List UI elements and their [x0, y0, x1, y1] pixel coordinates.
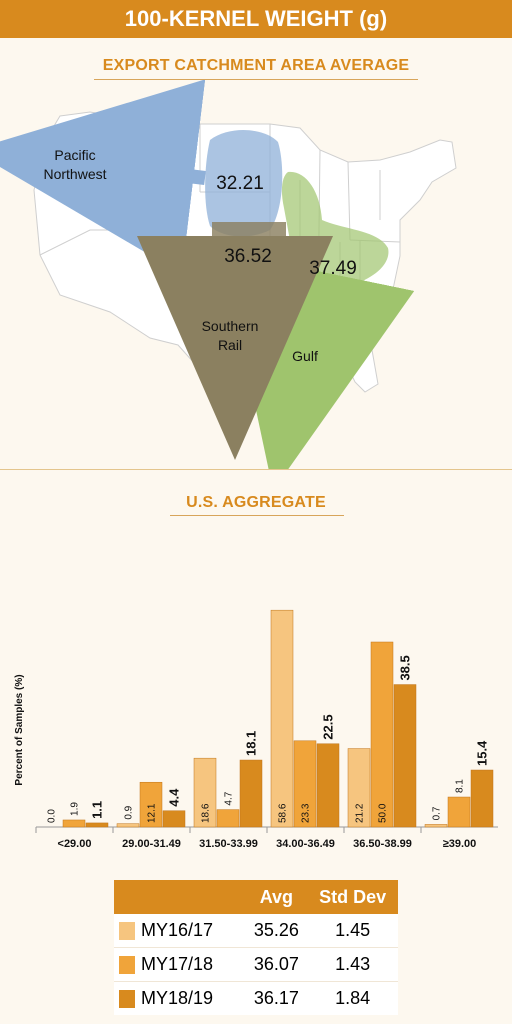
- pnw-label-line1: Pacific: [54, 147, 95, 163]
- data-label: 1.9: [70, 802, 81, 816]
- table-row: MY18/19 36.17 1.84: [114, 981, 398, 1015]
- data-label: 22.5: [321, 714, 336, 739]
- bar-my18-19: [316, 743, 340, 828]
- series-label: MY16/17: [141, 920, 214, 940]
- table-header-std: Std Dev: [307, 880, 398, 914]
- std-value: 1.84: [307, 981, 398, 1015]
- gulf-value: 37.49: [309, 258, 357, 279]
- us-map: 32.21 36.52 37.49 Pacific Northwest Sout…: [0, 80, 457, 470]
- table-series-cell: MY16/17: [114, 914, 246, 948]
- data-label: 58.6: [278, 803, 289, 823]
- data-label: 23.3: [301, 803, 312, 823]
- bar-my18-19: [85, 822, 109, 828]
- stats-table: Avg Std Dev MY16/17 35.26 1.45 MY17/18 3…: [114, 880, 398, 1015]
- data-label: 38.5: [398, 655, 413, 680]
- x-tick-label: 34.00-36.49: [276, 838, 335, 850]
- bar-my17-18: [447, 796, 471, 828]
- table-header-row: Avg Std Dev: [114, 880, 398, 914]
- bar-my17-18: [62, 819, 86, 828]
- southern-rail-region: [137, 222, 333, 460]
- bar-my18-19: [239, 759, 263, 828]
- table-header-series: [114, 880, 246, 914]
- data-label: 0.9: [124, 805, 135, 819]
- series-label: MY17/18: [141, 954, 214, 974]
- aggregate-title-rule: [170, 515, 344, 516]
- data-label: 15.4: [475, 740, 490, 766]
- pnw-region: [0, 80, 283, 274]
- bar-my16-17: [424, 824, 448, 828]
- data-label: 21.2: [355, 803, 366, 823]
- x-tick-label: 36.50-38.99: [353, 838, 412, 850]
- data-label: 12.1: [147, 803, 158, 823]
- distribution-chart: Percent of Samples (%) <29.00 0.0 1.9 1.1 29.…: [14, 609, 498, 850]
- table-row: MY16/17 35.26 1.45: [114, 914, 398, 948]
- bar-my17-18: [216, 809, 240, 828]
- series-color-swatch: [119, 922, 135, 941]
- data-label: 50.0: [378, 803, 389, 823]
- table-header-avg: Avg: [245, 880, 308, 914]
- bar-my16-17: [270, 609, 294, 828]
- page-title: 100-KERNEL WEIGHT (g): [0, 0, 512, 38]
- southern-rail-label-line2: Rail: [218, 337, 242, 353]
- x-tick-label: 31.50-33.99: [199, 838, 258, 850]
- data-label: 1.1: [90, 801, 105, 819]
- map-title-rule: [94, 79, 418, 80]
- x-tick-label: <29.00: [58, 838, 92, 850]
- bar-my16-17: [116, 823, 140, 828]
- southern-rail-label-line1: Southern: [202, 318, 259, 334]
- avg-value: 35.26: [245, 914, 308, 948]
- bar-my17-18: [139, 781, 163, 828]
- series-color-swatch: [119, 990, 135, 1009]
- data-label: 18.1: [244, 731, 259, 756]
- std-value: 1.45: [307, 914, 398, 948]
- bar-my17-18: [370, 641, 394, 828]
- data-label: 18.6: [201, 803, 212, 823]
- bar-my16-17: [347, 748, 371, 828]
- y-axis-label: Percent of Samples (%): [14, 674, 25, 785]
- southern-rail-value: 36.52: [224, 246, 272, 267]
- table-row: MY17/18 36.07 1.43: [114, 947, 398, 982]
- section-divider: [0, 469, 512, 470]
- gulf-label: Gulf: [292, 348, 318, 364]
- series-color-swatch: [119, 956, 135, 975]
- data-label: 0.0: [47, 809, 58, 823]
- pnw-label-line2: Northwest: [43, 166, 106, 182]
- bar-my18-19: [393, 684, 417, 828]
- table-series-cell: MY18/19: [114, 981, 246, 1015]
- table-series-cell: MY17/18: [114, 947, 246, 982]
- bar-my18-19: [470, 769, 494, 828]
- series-label: MY18/19: [141, 988, 214, 1008]
- pnw-value: 32.21: [216, 173, 264, 194]
- x-tick-label: ≥39.00: [443, 838, 477, 850]
- bar-my17-18: [293, 740, 317, 828]
- data-label: 8.1: [455, 779, 466, 793]
- x-tick-label: 29.00-31.49: [122, 838, 181, 850]
- map-title: EXPORT CATCHMENT AREA AVERAGE: [102, 57, 410, 74]
- avg-value: 36.17: [245, 981, 308, 1015]
- bar-my18-19: [162, 810, 186, 828]
- aggregate-title: U.S. AGGREGATE: [186, 494, 326, 511]
- data-label: 4.7: [224, 791, 235, 805]
- bar-my16-17: [193, 757, 217, 828]
- data-label: 0.7: [432, 806, 443, 820]
- avg-value: 36.07: [245, 947, 308, 982]
- data-label: 4.4: [167, 788, 182, 807]
- std-value: 1.43: [307, 947, 398, 982]
